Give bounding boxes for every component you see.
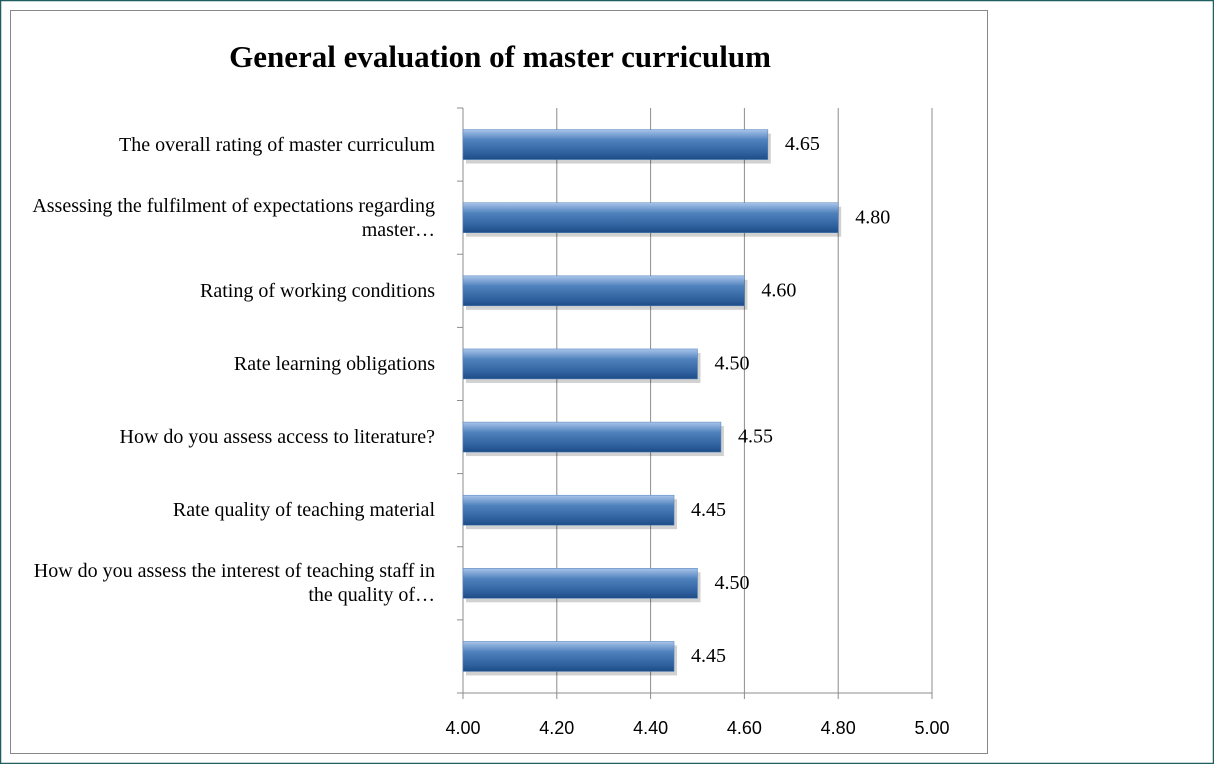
bar xyxy=(462,202,839,233)
bar xyxy=(462,421,722,453)
y-tick-label: Assessing the fulfilment of expectations… xyxy=(32,194,435,241)
value-label: 4.55 xyxy=(738,426,773,448)
y-tick-label: The overall rating of master curriculum xyxy=(119,133,435,156)
bar xyxy=(462,129,769,160)
value-label: 4.45 xyxy=(691,499,726,521)
x-tick-label: 5.00 xyxy=(914,718,949,738)
y-tick-label: Rate quality of teaching material xyxy=(172,499,435,522)
bar xyxy=(462,568,698,599)
bar xyxy=(462,275,745,307)
y-tick-label: Rating of working conditions xyxy=(200,279,435,302)
chart-title: General evaluation of master curriculum xyxy=(229,39,771,74)
value-label: 4.50 xyxy=(715,572,750,594)
value-label: 4.50 xyxy=(715,353,750,375)
x-tick-label: 4.60 xyxy=(727,718,762,738)
x-tick-label: 4.00 xyxy=(445,718,480,738)
bar xyxy=(462,494,675,526)
y-tick-label: How do you assess access to literature? xyxy=(119,426,435,449)
x-tick-label: 4.40 xyxy=(633,718,668,738)
x-tick-label: 4.80 xyxy=(821,718,856,738)
y-tick-label: How do you assess the interest of teachi… xyxy=(33,560,435,607)
value-label: 4.80 xyxy=(855,206,890,228)
value-label: 4.65 xyxy=(785,133,820,155)
y-tick-label: Rate learning obligations xyxy=(233,352,435,375)
x-tick-label: 4.20 xyxy=(539,718,574,738)
value-label: 4.45 xyxy=(691,645,726,667)
value-label: 4.60 xyxy=(761,279,796,301)
bar xyxy=(462,641,675,672)
bar xyxy=(462,348,698,380)
